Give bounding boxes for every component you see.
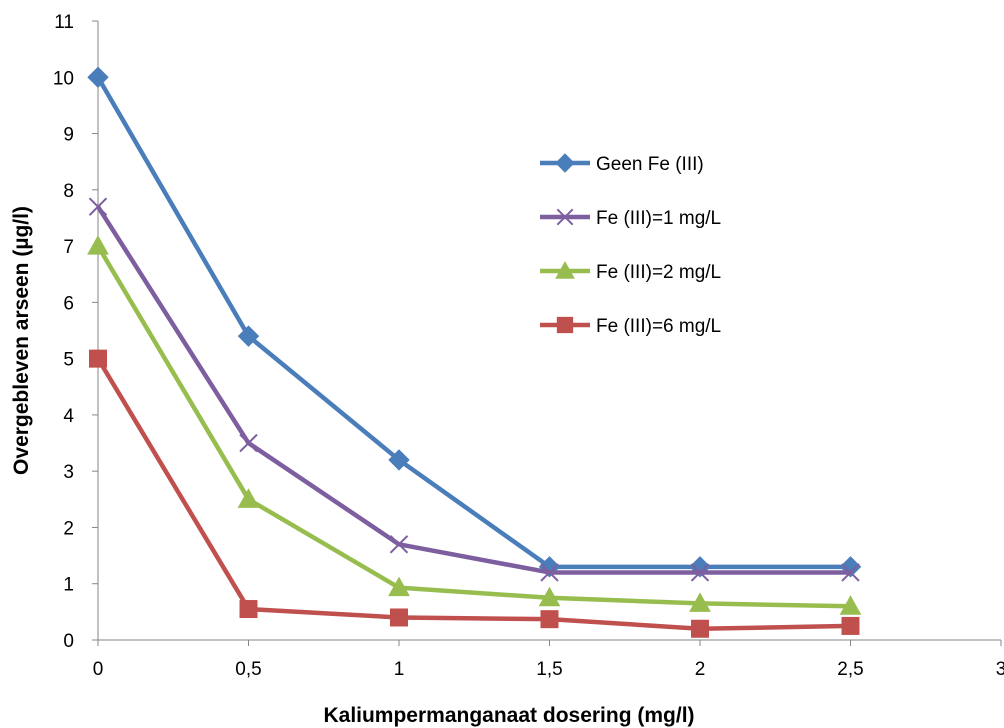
- x-tick-label: 0: [93, 659, 104, 680]
- legend-label: Fe (III)=6 mg/L: [596, 316, 721, 337]
- series-line: [96, 76, 851, 570]
- x-axis-title: Kaliumpermanganaat dosering (mg/l): [323, 704, 694, 727]
- y-tick-label: 4: [63, 406, 74, 427]
- tick-labels: 0 1 2 3 4 5 6 7 8 9 10 11 0 0,5 1 1,5 2 2,5 3: [53, 12, 1004, 680]
- marker-stroke: [540, 563, 559, 582]
- data-point: [237, 488, 260, 508]
- series-line: [96, 357, 851, 631]
- x-tick-label: 2: [695, 659, 706, 680]
- x-tick-label: 2,5: [837, 659, 863, 680]
- legend-marker: [556, 316, 574, 334]
- x-tick-label: 0,5: [235, 659, 261, 680]
- data-point: [237, 325, 260, 347]
- legend-label: Geen Fe (III): [596, 154, 704, 175]
- y-tick-label: 2: [63, 518, 74, 539]
- data-point: [841, 563, 860, 582]
- data-point: [540, 563, 559, 582]
- series-line: [96, 244, 851, 609]
- data-point: [841, 616, 860, 635]
- data-point: [87, 235, 109, 255]
- marker-stroke: [88, 197, 108, 216]
- y-axis-title: Overgebleven arseen (µg/l): [10, 206, 33, 475]
- data-point: [689, 592, 711, 612]
- marker-stroke: [841, 563, 860, 582]
- data-point: [88, 197, 108, 216]
- data-point: [538, 586, 561, 607]
- x-tick-label: 3: [996, 659, 1004, 680]
- data-point: [89, 349, 107, 368]
- marker-stroke: [239, 433, 258, 453]
- marker-stroke: [690, 563, 710, 582]
- legend: Geen Fe (III) Fe (III)=1 mg/L Fe (III)=2 m…: [540, 153, 721, 337]
- y-tick-label: 9: [63, 125, 74, 146]
- series-1: [87, 66, 862, 578]
- y-tick-label: 5: [63, 350, 74, 371]
- data-point: [690, 563, 710, 582]
- data-point: [540, 610, 559, 629]
- legend-marker: [555, 260, 575, 279]
- data-point: [388, 576, 410, 597]
- y-tick-label: 3: [63, 462, 74, 483]
- axes: [97, 21, 1001, 641]
- legend-label: Fe (III)=1 mg/L: [596, 208, 721, 229]
- legend-item: Fe (III)=2 mg/L: [540, 260, 721, 283]
- x-tick-label: 1,5: [536, 659, 562, 680]
- y-tick-label: 0: [63, 631, 74, 652]
- y-tick-label: 8: [63, 181, 74, 202]
- legend-marker: [555, 153, 575, 173]
- y-tick-label: 10: [53, 68, 74, 89]
- series-3: [87, 235, 862, 615]
- series-line: [96, 205, 851, 575]
- y-tick-label: 6: [63, 293, 74, 314]
- legend-item: Fe (III)=6 mg/L: [540, 316, 721, 337]
- data-point: [388, 449, 410, 471]
- series-2: [88, 197, 860, 582]
- legend-item: Geen Fe (III): [540, 153, 704, 175]
- data-point: [239, 433, 258, 453]
- legend-label: Fe (III)=2 mg/L: [596, 262, 721, 283]
- marker-stroke: [556, 208, 574, 226]
- series-layer: [87, 66, 862, 638]
- data-point: [691, 619, 709, 638]
- series-4: [89, 349, 860, 638]
- x-tick-label: 1: [394, 659, 405, 680]
- legend-marker: [556, 208, 574, 226]
- y-tick-label: 7: [63, 237, 74, 258]
- data-point: [389, 535, 409, 554]
- legend-item: Fe (III)=1 mg/L: [540, 208, 721, 229]
- y-tick-label: 11: [54, 12, 74, 33]
- marker-stroke: [389, 535, 409, 554]
- data-point: [839, 595, 862, 615]
- y-tick-label: 1: [63, 575, 74, 596]
- data-point: [239, 600, 258, 619]
- data-point: [87, 66, 109, 88]
- data-point: [390, 608, 408, 627]
